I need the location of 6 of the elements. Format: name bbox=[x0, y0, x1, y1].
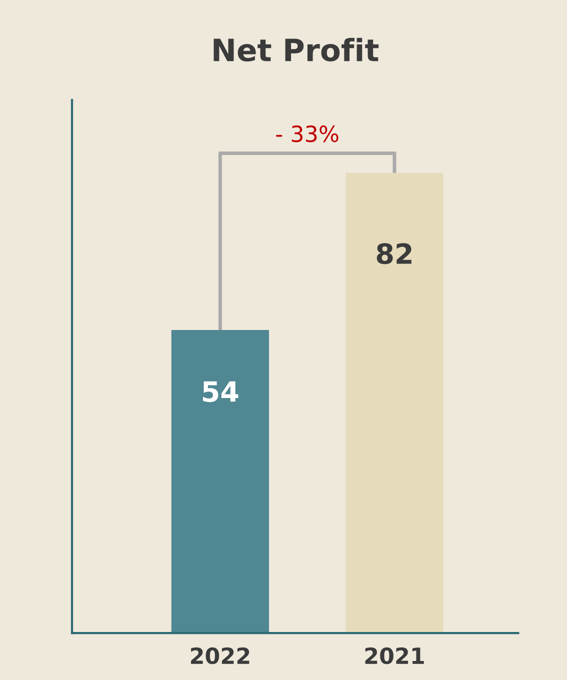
data-label: 82 bbox=[376, 243, 412, 264]
x-tick-label: 2022 bbox=[191, 647, 250, 664]
x-tick-label: 2021 bbox=[365, 647, 424, 664]
annotation: - 33% bbox=[276, 125, 338, 142]
data-label: 54 bbox=[202, 381, 238, 402]
chart-title: Net Profit bbox=[214, 38, 379, 62]
